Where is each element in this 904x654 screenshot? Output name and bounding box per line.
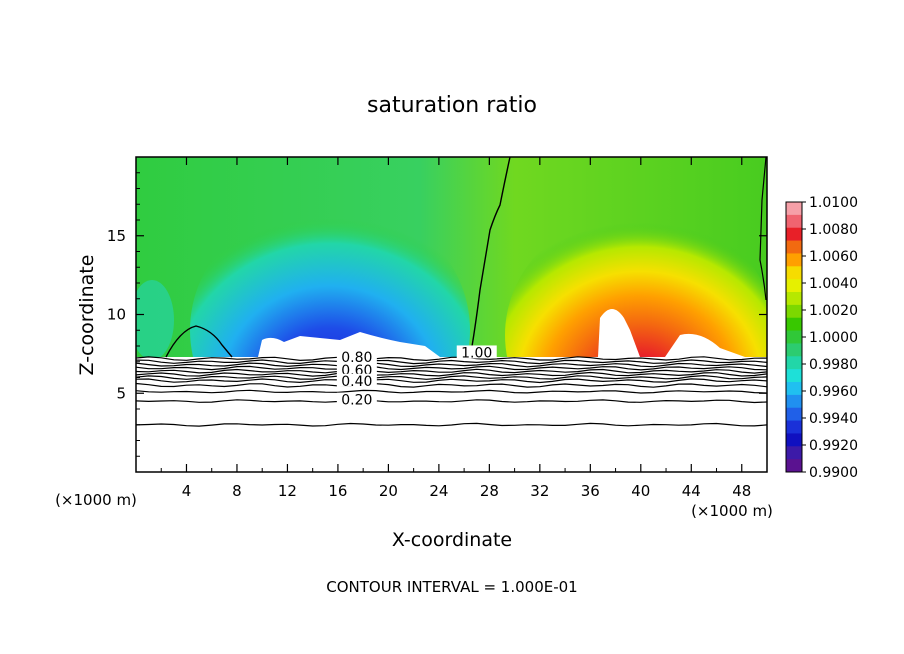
- colorbar-swatch: [786, 266, 802, 280]
- contour-interval-footer: CONTOUR INTERVAL = 1.000E-01: [326, 578, 577, 596]
- y-tick-label: 10: [107, 306, 126, 324]
- colorbar-swatch: [786, 227, 802, 242]
- colorbar-swatch: [786, 253, 802, 267]
- x-tick-label: 44: [682, 482, 701, 500]
- contour-label: 0.40: [341, 374, 372, 390]
- y-tick-label: 15: [107, 227, 126, 245]
- white-cap-region-3: [258, 332, 440, 357]
- x-tick-label: 12: [278, 482, 297, 500]
- contour-labels: 1.000.800.600.400.20: [336, 345, 497, 409]
- colorbar-swatch: [786, 420, 802, 434]
- colorbar-swatch: [786, 446, 802, 460]
- colorbar-label: 1.0020: [809, 303, 858, 319]
- x-unit-right: (×1000 m): [691, 502, 773, 520]
- colorbar-label: 1.0100: [809, 195, 858, 211]
- colorbar-swatch: [786, 407, 802, 422]
- contour-island-line: [165, 325, 233, 358]
- x-tick-label: 32: [530, 482, 549, 500]
- x-tick-label: 28: [480, 482, 499, 500]
- x-unit-left: (×1000 m): [55, 491, 137, 509]
- x-axis-label: X-coordinate: [392, 529, 512, 551]
- contour-line: [135, 399, 768, 404]
- contour-1-00-line: [469, 157, 511, 359]
- lower-contours: [135, 356, 768, 427]
- colorbar-swatch: [786, 214, 802, 229]
- colorbar: 1.0100 1.0080 1.0060 1.0040 1.0020 1.0000 0.99…: [785, 195, 858, 481]
- colorbar-swatch: [786, 394, 802, 409]
- colorbar-swatch: [786, 433, 802, 447]
- colorbar-swatch: [786, 382, 802, 396]
- colorbar-label: 0.9940: [809, 411, 858, 427]
- contour-label-bg: [456, 345, 497, 359]
- colorbar-label: 1.0000: [809, 330, 858, 346]
- contour-line: [135, 374, 768, 380]
- x-tick-label: 16: [328, 482, 347, 500]
- x-tick-label: 48: [732, 482, 751, 500]
- colorbar-label: 0.9980: [809, 357, 858, 373]
- contour-label-bg: [336, 350, 377, 364]
- contour-line: [135, 382, 768, 388]
- contour-line: [135, 371, 768, 377]
- colorbar-swatch: [786, 356, 802, 370]
- colorbar-swatch: [786, 317, 802, 332]
- contour-line: [135, 359, 768, 365]
- contour-label: 1.00: [461, 345, 492, 361]
- contour-line: [135, 365, 768, 371]
- colorbar-label: 0.9960: [809, 384, 858, 400]
- contour-label: 0.80: [341, 350, 372, 366]
- y-tick-label: 5: [116, 384, 126, 402]
- colorbar-label: 1.0080: [809, 222, 858, 238]
- x-tick-label: 24: [429, 482, 448, 500]
- colorbar-label: 1.0040: [809, 276, 858, 292]
- contour-label-bg: [336, 373, 377, 387]
- contour-line: [135, 356, 768, 362]
- colorbar-swatch: [786, 202, 802, 216]
- x-tick-label: 20: [379, 482, 398, 500]
- colorbar-swatch: [786, 279, 802, 293]
- contour-line: [135, 368, 768, 374]
- colorbar-swatch: [786, 330, 802, 344]
- x-tick-label: 4: [182, 482, 192, 500]
- colorbar-swatch: [786, 343, 802, 357]
- contour-edge-line: [759, 157, 767, 301]
- contour-line: [135, 422, 768, 427]
- white-cap-region: [598, 309, 640, 357]
- contour-line: [135, 389, 768, 394]
- plot-area: [136, 157, 767, 472]
- chart-title: saturation ratio: [367, 93, 537, 118]
- edge-moist-patch: [136, 280, 174, 360]
- colorbar-label: 0.9900: [809, 465, 858, 481]
- contour-line: [135, 378, 768, 384]
- y-axis-label: Z-coordinate: [76, 255, 98, 376]
- x-tick-label: 36: [581, 482, 600, 500]
- x-axis: 4 8 12 16 20 24 28 32 36 40 44 48: [160, 157, 751, 500]
- colorbar-swatch: [786, 369, 802, 383]
- colorbar-swatch: [786, 304, 802, 319]
- colorbar-swatch: [786, 240, 802, 254]
- colorbar-label: 1.0060: [809, 249, 858, 265]
- colorbar-swatch: [786, 292, 802, 306]
- colorbar-swatch: [786, 459, 802, 473]
- x-tick-label: 8: [232, 482, 242, 500]
- white-cap-region-2: [665, 333, 745, 357]
- contour-label: 0.20: [341, 393, 372, 409]
- contour-label-bg: [336, 362, 377, 376]
- contour-label-bg: [336, 392, 377, 406]
- colorbar-label: 0.9920: [809, 438, 858, 454]
- x-tick-label: 40: [631, 482, 650, 500]
- y-axis: 5 10 15: [107, 172, 767, 457]
- contour-line: [135, 362, 768, 368]
